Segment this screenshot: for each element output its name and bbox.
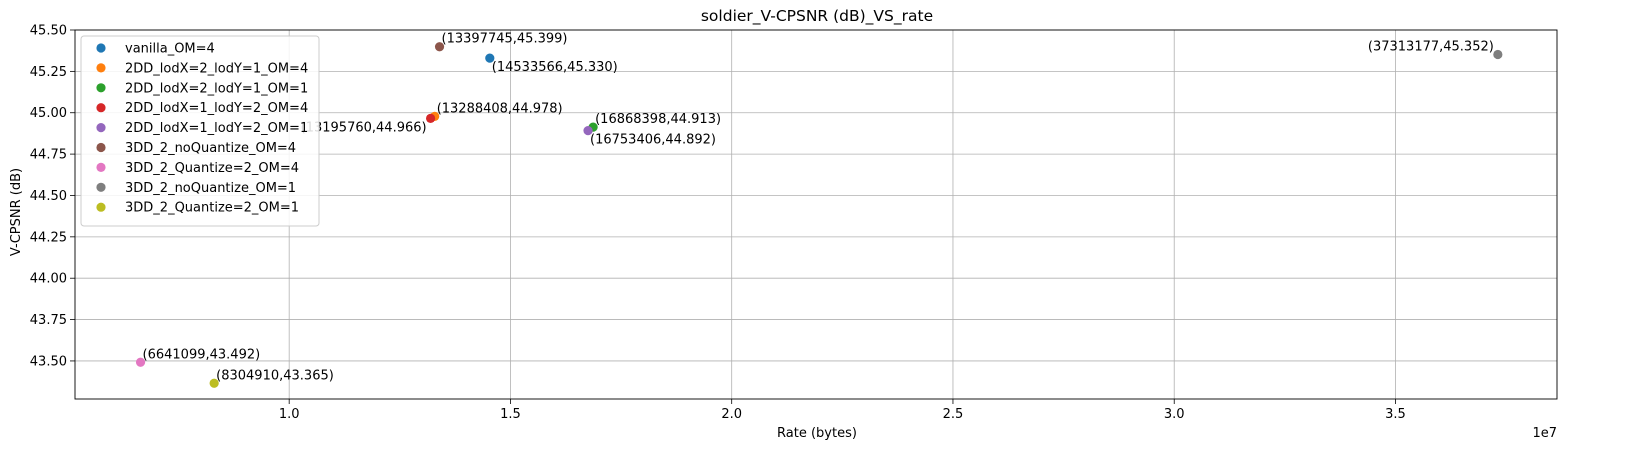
data-label: (6641099,43.492) — [143, 347, 261, 362]
data-point — [583, 126, 593, 136]
legend-marker — [96, 63, 106, 73]
legend-entry: vanilla_OM=4 — [125, 42, 215, 57]
x-tick-label: 3.0 — [1164, 407, 1185, 422]
x-tick-label: 3.5 — [1385, 407, 1406, 422]
legend-marker — [96, 202, 106, 212]
x-tick-label: 1.5 — [500, 407, 521, 422]
plot-area-frame — [74, 29, 1558, 400]
x-axis-label: Rate (bytes) — [777, 426, 857, 441]
y-tick-label: 44.00 — [30, 272, 67, 287]
legend-marker — [96, 43, 106, 53]
data-label: (8304910,43.365) — [216, 368, 334, 383]
legend-marker — [96, 123, 106, 133]
data-point — [485, 53, 495, 63]
legend-entry: 2DD_lodX=1_lodY=2_OM=1 — [125, 121, 308, 136]
data-label: (37313177,45.352) — [1368, 39, 1494, 54]
data-point — [425, 113, 436, 123]
data-point — [209, 378, 219, 388]
legend-marker — [96, 162, 106, 172]
legend-entry: 2DD_lodX=2_lodY=1_OM=4 — [125, 61, 308, 76]
y-axis-label: V-CPSNR (dB) — [9, 168, 24, 256]
legend-entry: 2DD_lodX=1_lodY=2_OM=4 — [125, 101, 308, 116]
x-axis-offset-label: 1e7 — [1532, 426, 1557, 441]
x-tick-label: 2.5 — [943, 407, 964, 422]
legend-entry: 3DD_2_noQuantize_OM=4 — [125, 141, 296, 156]
y-tick-label: 45.00 — [30, 106, 67, 121]
data-point — [1493, 49, 1503, 60]
legend-marker — [96, 103, 106, 113]
y-axis-ticks: 43.50 43.75 44.00 44.25 44.50 44.75 45.00 45.25… — [30, 24, 75, 369]
legend-marker — [96, 142, 106, 153]
legend-entry: 3DD_2_Quantize=2_OM=4 — [125, 161, 299, 176]
legend: vanilla_OM=4 2DD_lodX=2_lodY=1_OM=4 2DD_lo… — [80, 35, 320, 227]
data-point — [434, 42, 445, 52]
legend-entry: 2DD_lodX=2_lodY=1_OM=1 — [125, 81, 308, 96]
data-label: (13288408,44.978) — [437, 101, 563, 116]
data-label: (16753406,44.892) — [590, 133, 716, 148]
legend-marker — [96, 182, 106, 192]
data-label: (13397745,45.399) — [442, 32, 568, 47]
legend-marker — [96, 83, 106, 93]
y-tick-label: 45.25 — [30, 65, 67, 80]
x-tick-label: 1.0 — [279, 407, 300, 422]
data-points — [135, 42, 1503, 388]
x-axis-ticks: 1.0 1.5 2.0 2.5 3.0 3.5 — [279, 399, 1406, 422]
data-label: (16868398,44.913) — [595, 112, 721, 127]
data-labels: (14533566,45.330) (13288408,44.978) (16868… — [143, 32, 1494, 384]
y-tick-label: 44.75 — [30, 148, 67, 163]
legend-entry: 3DD_2_noQuantize_OM=1 — [125, 181, 296, 196]
x-tick-label: 2.0 — [721, 407, 742, 422]
y-tick-label: 43.75 — [30, 313, 67, 328]
data-label: (13195760,44.966) — [301, 120, 427, 135]
y-tick-label: 43.50 — [30, 354, 67, 369]
y-tick-label: 44.50 — [30, 189, 67, 204]
data-point — [135, 357, 146, 367]
y-tick-label: 44.25 — [30, 230, 67, 245]
data-label: (14533566,45.330) — [492, 60, 618, 75]
y-tick-label: 45.50 — [30, 24, 67, 39]
legend-entry: 3DD_2_Quantize=2_OM=1 — [125, 201, 299, 216]
chart-title: soldier_V-CPSNR (dB)_VS_rate — [701, 7, 933, 26]
legend-box — [80, 35, 320, 227]
